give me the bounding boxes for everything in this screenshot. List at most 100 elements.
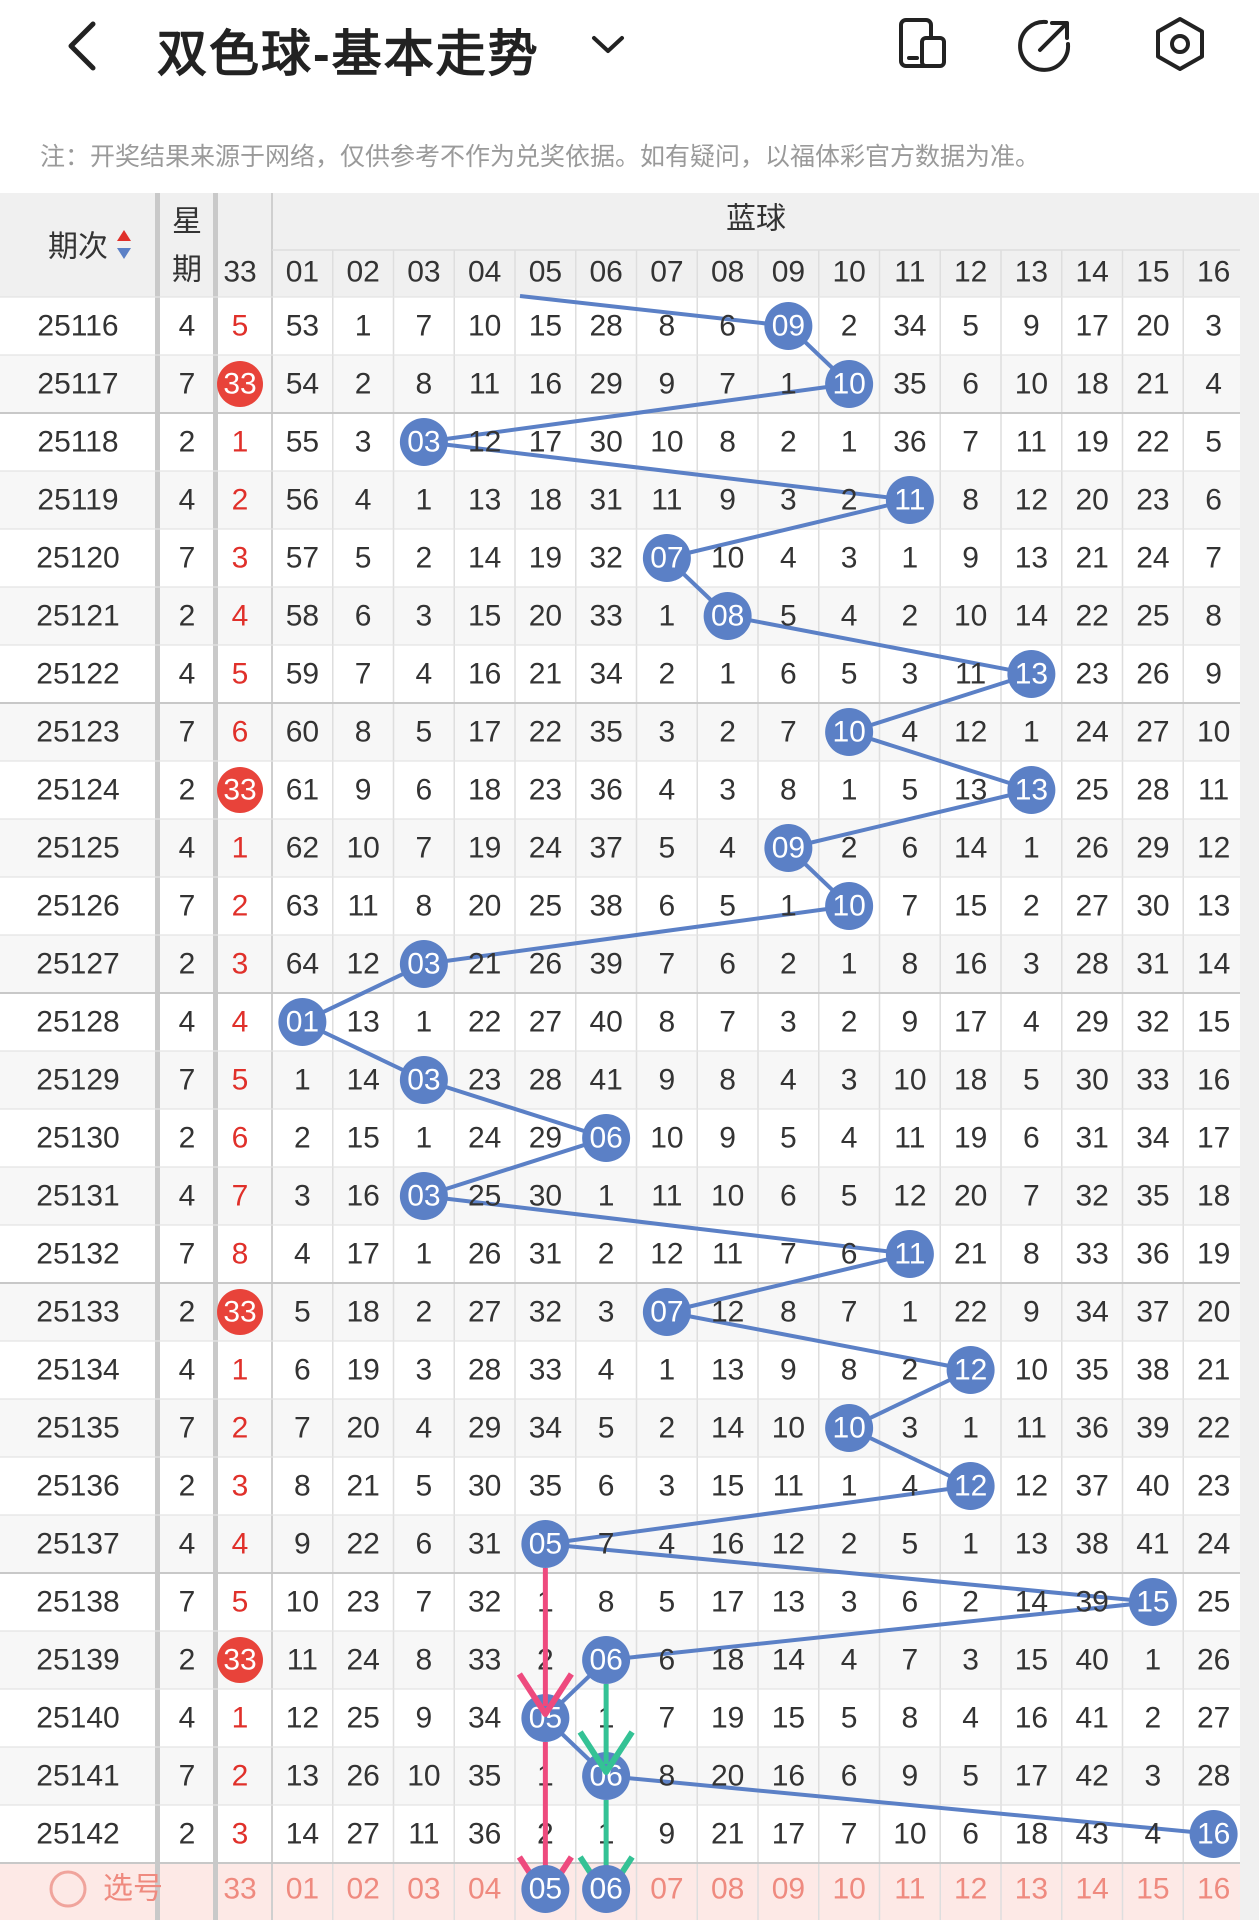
miss-count: 1	[598, 1180, 615, 1213]
miss-count: 7	[780, 1238, 797, 1271]
footer-blue-option[interactable]: 09	[772, 1873, 805, 1906]
miss-count: 15	[711, 1470, 744, 1503]
miss-count: 2	[841, 832, 858, 865]
footer-blue-option[interactable]: 12	[954, 1873, 987, 1906]
miss-count: 1	[416, 1006, 433, 1039]
miss-count: 21	[711, 1818, 744, 1851]
back-arrow-icon[interactable]	[55, 10, 115, 80]
footer-blue-option[interactable]: 02	[346, 1873, 379, 1906]
miss-count: 17	[1015, 1760, 1048, 1793]
blue-ball-number: 01	[286, 1006, 319, 1039]
miss-count: 25	[468, 1180, 501, 1213]
footer-blue-option[interactable]: 15	[1136, 1873, 1169, 1906]
footer-blue-option[interactable]: 14	[1075, 1873, 1108, 1906]
miss-count: 25	[1136, 600, 1169, 633]
miss-count: 4	[902, 716, 919, 749]
chevron-down-icon[interactable]	[588, 24, 628, 64]
footer-blue-option[interactable]: 08	[711, 1873, 744, 1906]
blue-ball-number: 13	[1015, 774, 1048, 807]
select-radio-icon[interactable]	[49, 1870, 87, 1908]
miss-count: 16	[711, 1528, 744, 1561]
miss-count: 11	[955, 658, 986, 691]
miss-count: 9	[902, 1006, 919, 1039]
trend-line	[423, 1194, 911, 1256]
footer-blue-option[interactable]: 11	[894, 1873, 925, 1906]
red-miss-count: 3	[232, 1818, 249, 1851]
miss-count: 11	[287, 1644, 318, 1677]
footer-red-option[interactable]: 33	[223, 1873, 256, 1906]
blue-ball-number: 09	[772, 310, 805, 343]
miss-count: 7	[294, 1412, 311, 1445]
miss-count: 34	[1075, 1296, 1108, 1329]
green-arrow-head	[577, 1730, 635, 1775]
miss-count: 36	[589, 774, 622, 807]
grid-edge	[1240, 193, 1259, 1920]
blue-ball	[825, 708, 874, 756]
selected-blue-number[interactable]: 06	[589, 1873, 622, 1906]
miss-count: 8	[598, 1586, 615, 1619]
share-icon[interactable]	[1016, 14, 1076, 74]
miss-count: 17	[772, 1818, 805, 1851]
miss-count: 1	[355, 310, 372, 343]
miss-count: 5	[719, 890, 736, 923]
footer-blue-option[interactable]: 03	[407, 1873, 440, 1906]
sort-down-icon[interactable]	[117, 248, 131, 259]
miss-count: 12	[954, 716, 987, 749]
miss-count: 23	[1136, 484, 1169, 517]
issue-number: 25125	[36, 832, 119, 865]
device-toggle-icon[interactable]	[892, 14, 952, 74]
blue-ball-number: 15	[1136, 1586, 1169, 1619]
miss-count: 27	[1136, 716, 1169, 749]
miss-count: 7	[902, 890, 919, 923]
blue-ball-number: 10	[832, 1412, 865, 1445]
miss-count: 13	[772, 1586, 805, 1619]
miss-count: 10	[893, 1064, 926, 1097]
settings-icon[interactable]	[1150, 14, 1210, 74]
miss-count: 25	[1075, 774, 1108, 807]
miss-count: 30	[1136, 890, 1169, 923]
miss-count: 9	[719, 1122, 736, 1155]
issue-number: 25135	[36, 1412, 119, 1445]
selected-blue-number[interactable]: 05	[529, 1873, 562, 1906]
miss-count: 18	[346, 1296, 379, 1329]
weekday: 4	[179, 1006, 196, 1039]
miss-count: 4	[659, 1528, 676, 1561]
sort-up-icon[interactable]	[117, 230, 131, 241]
page-title: 双色球-基本走势	[157, 26, 540, 82]
blue-ball	[399, 940, 448, 988]
footer-blue-option[interactable]: 16	[1197, 1873, 1230, 1906]
miss-count: 26	[346, 1760, 379, 1793]
footer-blue-option[interactable]: 13	[1015, 1873, 1048, 1906]
red-ball-number: 33	[223, 1296, 256, 1329]
miss-count: 10	[1015, 1354, 1048, 1387]
miss-count: 6	[355, 600, 372, 633]
miss-count: 7	[719, 368, 736, 401]
blue-ball	[642, 1288, 691, 1336]
issue-number: 25139	[36, 1644, 119, 1677]
miss-count: 12	[346, 948, 379, 981]
selected-blue-ball[interactable]	[582, 1865, 631, 1913]
miss-count: 4	[841, 600, 858, 633]
blue-ball-number: 05	[529, 1702, 562, 1735]
footer-blue-option[interactable]: 10	[832, 1873, 865, 1906]
miss-count: 33	[468, 1644, 501, 1677]
miss-count: 12	[468, 426, 501, 459]
miss-count: 11	[1016, 426, 1047, 459]
miss-count: 5	[841, 1702, 858, 1735]
miss-count: 26	[468, 1238, 501, 1271]
miss-count: 14	[1197, 948, 1230, 981]
miss-count: 3	[1145, 1760, 1162, 1793]
miss-count: 16	[954, 948, 987, 981]
footer-blue-option[interactable]: 04	[468, 1873, 501, 1906]
miss-count: 24	[1197, 1528, 1230, 1561]
footer-blue-option[interactable]: 01	[286, 1873, 319, 1906]
select-label[interactable]: 选号	[103, 1873, 163, 1906]
miss-count: 16	[772, 1760, 805, 1793]
miss-count: 13	[468, 484, 501, 517]
selected-blue-ball[interactable]	[521, 1865, 570, 1913]
miss-count: 8	[1023, 1238, 1040, 1271]
row-stripe	[0, 355, 1259, 413]
miss-count: 31	[529, 1238, 562, 1271]
miss-count: 8	[902, 1702, 919, 1735]
footer-blue-option[interactable]: 07	[650, 1873, 683, 1906]
